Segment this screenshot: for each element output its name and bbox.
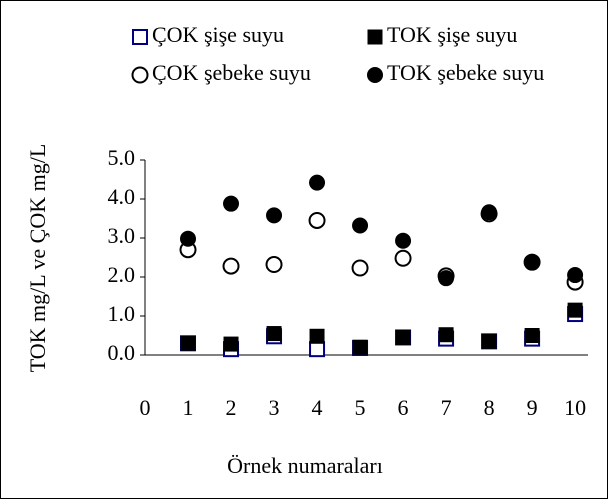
y-tick-label: 5.0 <box>108 145 136 170</box>
x-tick-label: 4 <box>312 395 323 420</box>
y-tick-label: 0.0 <box>108 340 136 365</box>
x-tick-label: 8 <box>484 395 495 420</box>
x-tick-label: 2 <box>226 395 237 420</box>
data-point <box>481 333 497 349</box>
x-tick-label: 1 <box>183 395 194 420</box>
x-tick-label: 10 <box>564 395 586 420</box>
data-point <box>309 174 326 191</box>
data-point <box>266 326 282 342</box>
data-point <box>352 217 369 234</box>
data-point <box>223 336 239 352</box>
data-point <box>438 327 454 343</box>
data-point <box>309 341 326 358</box>
legend-marker <box>367 29 383 45</box>
x-axis-label: Örnek numaraları <box>227 453 383 478</box>
data-point <box>308 211 326 229</box>
legend-marker <box>132 29 148 45</box>
x-tick-label: 7 <box>441 395 452 420</box>
data-point <box>265 256 283 274</box>
legend-label: TOK şebeke suyu <box>387 60 544 85</box>
data-point <box>438 270 455 287</box>
legend-label: TOK şişe suyu <box>387 22 517 47</box>
data-point <box>180 335 196 351</box>
data-point <box>180 230 197 247</box>
x-tick-label: 3 <box>269 395 280 420</box>
data-point <box>394 249 412 267</box>
data-point <box>524 254 541 271</box>
x-tick-label: 5 <box>355 395 366 420</box>
data-point <box>567 302 583 318</box>
y-tick-label: 2.0 <box>108 262 136 287</box>
y-tick-label: 3.0 <box>108 223 136 248</box>
y-axis-label: TOK mg/L ve ÇOK mg/L <box>25 144 50 373</box>
data-point <box>352 339 368 355</box>
legend-marker <box>367 67 383 83</box>
y-tick-label: 1.0 <box>108 301 136 326</box>
x-tick-label: 9 <box>527 395 538 420</box>
x-tick-label: 6 <box>398 395 409 420</box>
data-point <box>309 328 325 344</box>
data-point <box>223 195 240 212</box>
legend-label: ÇOK şebeke suyu <box>152 60 311 85</box>
data-point <box>567 267 584 284</box>
y-tick-label: 4.0 <box>108 184 136 209</box>
legend-marker <box>131 66 149 84</box>
data-point <box>395 232 412 249</box>
data-point <box>524 328 540 343</box>
legend-label: ÇOK şişe suyu <box>152 22 284 47</box>
data-point <box>266 207 283 224</box>
data-point <box>395 329 411 345</box>
x-tick-label: 0 <box>140 395 151 420</box>
data-point <box>222 257 240 275</box>
data-point <box>481 204 498 221</box>
data-point <box>351 259 369 277</box>
